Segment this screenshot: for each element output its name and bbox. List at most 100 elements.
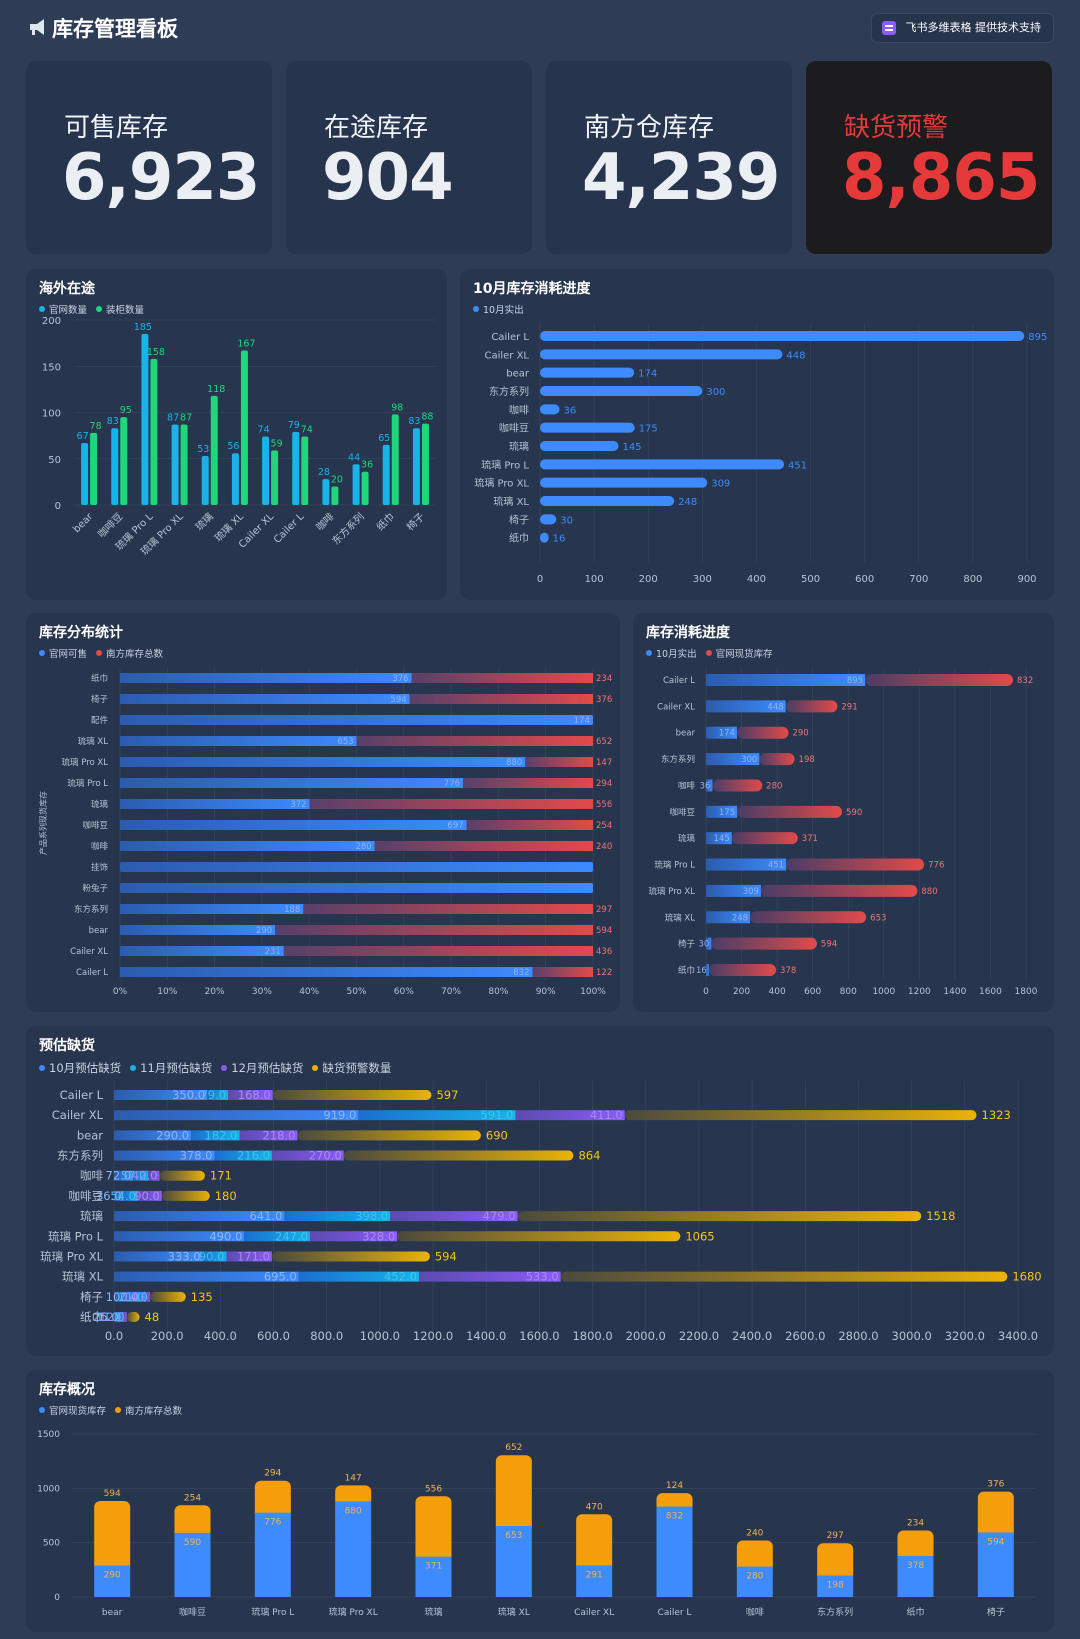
- bar: [356, 736, 593, 746]
- y-tick-label: 琉璃 XL: [78, 736, 109, 747]
- y-tick-label: 500: [43, 1539, 60, 1549]
- data-label: 652: [505, 1443, 522, 1453]
- legend-item[interactable]: 装柜数量: [96, 305, 144, 316]
- x-tick-label: 1600: [979, 987, 1002, 997]
- kpi-value: 4,239: [582, 141, 780, 215]
- x-tick-label: 咖啡: [746, 1606, 764, 1618]
- bar: [146, 1291, 150, 1302]
- data-label: 88: [421, 412, 433, 423]
- data-label: 25.0: [93, 1310, 119, 1324]
- x-tick-label: 1000: [872, 987, 895, 997]
- data-label: 590: [184, 1538, 201, 1548]
- bar: [254, 1480, 291, 1519]
- data-label: 653: [870, 913, 886, 923]
- x-tick-label: 2400.0: [732, 1329, 772, 1343]
- kpi-card-available: 可售库存 6,923: [26, 61, 272, 254]
- bar: [114, 1150, 215, 1161]
- bar: [785, 700, 838, 713]
- x-tick-label: bear: [102, 1608, 123, 1618]
- legend-item[interactable]: 南方库存总数: [96, 649, 163, 660]
- x-tick-label: 200: [639, 574, 658, 585]
- legend-dot: [130, 1065, 137, 1071]
- data-label: 448: [767, 702, 783, 712]
- legend-item[interactable]: 官网现货库存: [39, 1406, 106, 1417]
- bar: [560, 1271, 1008, 1282]
- data-label: 74: [301, 425, 313, 436]
- data-label: 174: [638, 369, 657, 380]
- bar: [114, 1211, 285, 1222]
- chart-title: 10月库存消耗进度: [473, 281, 591, 297]
- data-label: 30: [699, 940, 710, 950]
- legend-item[interactable]: 12月预估缺货: [221, 1061, 303, 1075]
- y-tick-label: bear: [676, 729, 696, 739]
- x-tick-label: 700: [909, 574, 928, 585]
- y-tick-label: 椅子: [91, 694, 109, 705]
- page-title: 库存管理看板: [52, 17, 178, 41]
- chart-legend: 10月预估缺货 11月预估缺货 12月预估缺货 缺货预警数量: [39, 1060, 400, 1076]
- data-label: 145: [622, 442, 641, 453]
- y-tick-label: 琉璃: [509, 440, 529, 453]
- legend-item[interactable]: 10月实出: [473, 305, 524, 316]
- x-tick-label: 3400.0: [998, 1329, 1038, 1343]
- bar: [284, 1211, 391, 1222]
- x-tick-label: 东方系列: [329, 510, 366, 547]
- data-label: 371: [802, 834, 818, 844]
- kpi-card-shortage-alert: 缺货预警 8,865: [806, 61, 1052, 254]
- tech-support-badge[interactable]: 飞书多维表格 提供技术支持: [870, 13, 1054, 43]
- data-label: 291: [586, 1570, 603, 1580]
- data-label: 333.0: [168, 1249, 201, 1263]
- x-tick-label: 1000.0: [360, 1329, 400, 1343]
- bar: [271, 1150, 344, 1161]
- bar: [540, 386, 703, 396]
- data-label: 695.0: [264, 1270, 297, 1284]
- chart-legend: 官网可售 南方库存总数: [39, 646, 172, 660]
- bar: [736, 726, 789, 739]
- x-tick-label: 30%: [252, 987, 272, 997]
- legend-item[interactable]: 11月预估缺货: [130, 1061, 212, 1075]
- y-tick-label: 椅子: [509, 513, 529, 526]
- y-tick-label: 50: [48, 455, 61, 466]
- y-tick-label: Cailer XL: [52, 1108, 104, 1122]
- legend-dot: [96, 306, 103, 312]
- legend-item[interactable]: 10月预估缺货: [39, 1061, 121, 1075]
- bar: [120, 946, 284, 956]
- y-tick-label: bear: [506, 369, 530, 380]
- data-label: 479.0: [483, 1209, 516, 1223]
- x-tick-label: 咖啡豆: [96, 511, 126, 541]
- legend-item[interactable]: 官网可售: [39, 649, 87, 660]
- data-label: 188: [284, 905, 300, 915]
- bar: [120, 967, 533, 977]
- data-label: 280: [746, 1572, 763, 1582]
- y-tick-label: 挂饰: [91, 862, 109, 873]
- y-tick-label: 琉璃: [91, 799, 109, 810]
- data-label: 594: [821, 940, 837, 950]
- legend-item[interactable]: 官网数量: [39, 305, 87, 316]
- data-label: 118: [207, 384, 225, 395]
- legend-item[interactable]: 10月实出: [646, 649, 697, 660]
- bar: [415, 1496, 452, 1563]
- bar: [271, 1251, 430, 1262]
- bar: [150, 358, 158, 505]
- bar: [540, 459, 785, 470]
- y-tick-label: 100: [42, 409, 61, 420]
- kpi-label: 在途库存: [324, 113, 429, 143]
- legend-item[interactable]: 南方库存总数: [115, 1406, 182, 1417]
- bar: [706, 937, 712, 950]
- legend-item[interactable]: 官网现货库存: [705, 649, 773, 660]
- legend-item[interactable]: 缺货预警数量: [312, 1061, 391, 1075]
- bar: [120, 883, 593, 893]
- bar: [171, 424, 179, 505]
- legend-label: 10月实出: [483, 305, 524, 316]
- data-label: 653: [337, 737, 353, 747]
- x-tick-label: 1200.0: [413, 1329, 453, 1343]
- bar: [207, 1090, 229, 1100]
- y-tick-label: 琉璃 XL: [493, 495, 529, 508]
- data-label: 216.0: [237, 1149, 270, 1163]
- bar: [382, 444, 390, 505]
- bar: [412, 428, 420, 505]
- bar: [174, 1532, 211, 1597]
- data-label: 175: [639, 424, 658, 435]
- data-label: 180: [215, 1189, 237, 1203]
- x-tick-label: 纸巾: [906, 1606, 924, 1618]
- x-tick-label: 80%: [488, 987, 508, 997]
